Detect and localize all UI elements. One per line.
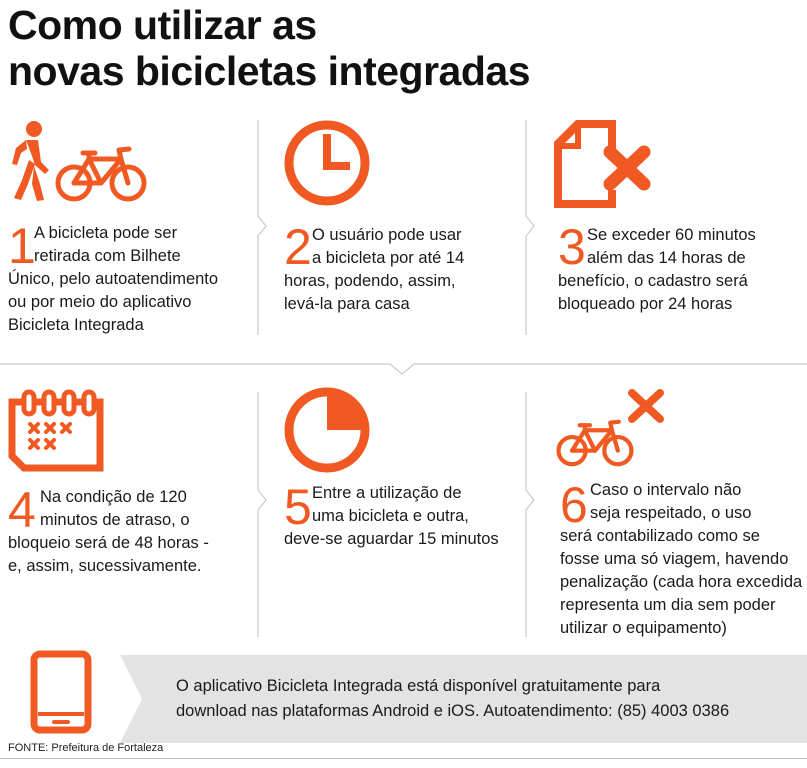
step-line: seja respeitado, o uso (590, 504, 752, 522)
column-divider-4 (525, 392, 535, 637)
step-line: e, assim, sucessivamente. (8, 557, 202, 575)
step-line: será contabilizado como se (560, 527, 760, 545)
column-divider-1 (257, 120, 267, 335)
step-line: minutos de atraso, o (40, 511, 190, 529)
step-line: Caso o intervalo não (590, 481, 742, 499)
step-line: O usuário pode usar (312, 226, 462, 244)
step-line: deve-se aguardar 15 minutos (284, 530, 499, 548)
step-text-4: Na condição de 120 minutos de atraso, o … (8, 486, 209, 578)
blocked-document-icon (554, 120, 651, 208)
step-text-2: O usuário pode usar a bicicleta por até … (284, 224, 464, 316)
smartphone-icon (30, 650, 92, 734)
step-line: A bicicleta pode ser (34, 224, 178, 242)
step-number-2: 2 (284, 219, 312, 275)
source-credit: FONTE: Prefeitura de Fortaleza (8, 742, 164, 754)
step-line: bloqueado por 24 horas (558, 295, 733, 313)
banner-text: O aplicativo Bicicleta Integrada está di… (176, 674, 729, 724)
bicycle-icon (556, 419, 634, 467)
step-line: penalização (cada hora excedida (560, 573, 803, 591)
step-number-4: 4 (8, 482, 36, 538)
step-line: retirada com Bilhete (34, 247, 181, 265)
step-line: além das 14 horas de (587, 249, 746, 267)
step-line: horas, podendo, assim, (284, 272, 456, 290)
page-title: Como utilizar as novas bicicletas integr… (8, 2, 531, 94)
step-line: Bicicleta Integrada (8, 316, 144, 334)
bicycle-icon (55, 146, 147, 202)
banner-line: O aplicativo Bicicleta Integrada está di… (176, 677, 661, 695)
step-line: uma bicicleta e outra, (312, 507, 469, 525)
step-number-3: 3 (558, 219, 586, 275)
step-line: representa um dia sem poder (560, 596, 776, 614)
title-line-2: novas bicicletas integradas (8, 48, 531, 94)
step-line: Único, pelo autoatendimento (8, 270, 219, 288)
step-text-6: Caso o intervalo não seja respeitado, o … (560, 479, 802, 640)
step-number-1: 1 (8, 218, 36, 274)
step-text-5: Entre a utilização de uma bicicleta e ou… (284, 482, 499, 551)
step-line: levá-la para casa (284, 295, 410, 313)
step-number-5: 5 (284, 479, 312, 535)
step-line: benefício, o cadastro será (558, 272, 748, 290)
row-divider (0, 363, 807, 375)
banner-line: download nas plataformas Android e iOS. … (176, 702, 730, 720)
step-line: Entre a utilização de (312, 484, 462, 502)
quarter-clock-icon (284, 387, 370, 473)
bottom-rule (0, 758, 807, 759)
column-divider-3 (257, 392, 267, 637)
step-line: bloqueio será de 48 horas - (8, 534, 209, 552)
step-line: fosse uma só viagem, havendo (560, 550, 789, 568)
step-line: Na condição de 120 (40, 488, 187, 506)
clock-icon (284, 120, 370, 206)
title-line-1: Como utilizar as (8, 2, 317, 48)
cross-icon (628, 389, 664, 423)
step-number-6: 6 (560, 477, 588, 533)
info-banner (120, 655, 807, 743)
column-divider-2 (525, 120, 535, 335)
step-text-1: A bicicleta pode ser retirada com Bilhet… (8, 222, 218, 337)
walking-person-icon (12, 121, 49, 201)
step-line: utilizar o equipamento) (560, 619, 727, 637)
step-text-3: Se exceder 60 minutos além das 14 horas … (558, 224, 756, 316)
step-line: a bicicleta por até 14 (312, 249, 465, 267)
calendar-icon (8, 389, 104, 472)
step-line: Se exceder 60 minutos (587, 226, 756, 244)
step-line: ou por meio do aplicativo (8, 293, 192, 311)
